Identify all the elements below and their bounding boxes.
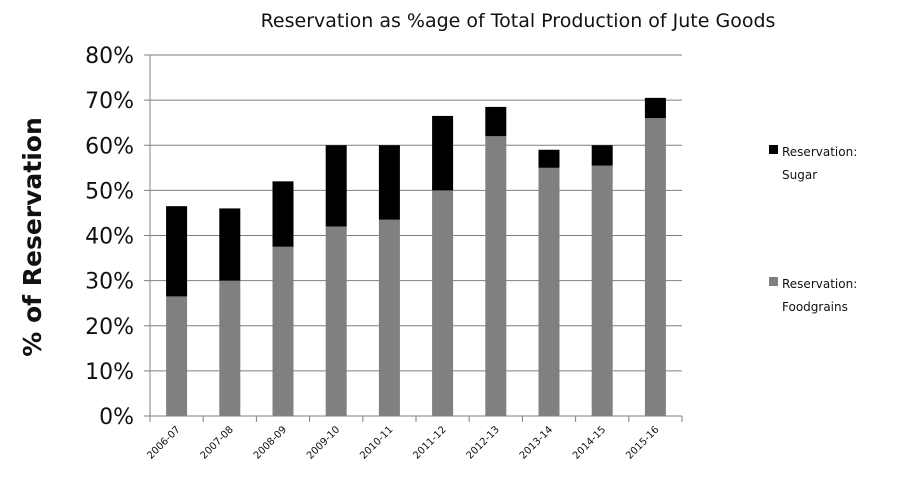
bar-segment [591,145,613,166]
bar-segment [166,206,188,297]
bar-segment [432,190,454,416]
x-tick-label: 2011-12 [411,424,448,461]
bar-segment [272,181,294,247]
bar-segment [432,115,454,191]
y-tick-label: 60% [85,134,134,159]
bar-segment [219,280,241,416]
bar-segment [219,208,241,281]
bar-segment [538,167,560,416]
y-tick-label: 70% [85,89,134,114]
x-tick-label: 2014-15 [571,424,608,461]
legend-label: Reservation: [782,277,857,291]
chart-title: Reservation as %age of Total Production … [261,10,776,32]
bar-segment [325,226,347,416]
bar-segment [378,145,400,220]
y-tick-labels: 0% 10% 20% 30% 40% 50% 60% 70% 80% [85,44,134,430]
bar-segment [591,165,613,416]
y-tick-label: 30% [85,270,134,295]
bars [166,97,666,417]
x-tick-label: 2007-08 [199,424,236,461]
bar-segment [166,296,188,416]
y-tick-label: 50% [85,179,134,204]
y-tick-label: 20% [85,315,134,340]
bar-segment [272,246,294,416]
bar-segment [325,145,347,227]
y-axis-label: % of Reservation [18,117,47,357]
bar-segment [538,149,560,168]
bar-segment [378,219,400,416]
bar-segment [644,118,666,417]
x-tick-label: 2015-16 [624,424,661,461]
x-tick-label: 2009-10 [305,424,342,461]
legend-label: Sugar [782,168,817,182]
legend-label: Foodgrains [782,300,848,314]
legend-swatch [769,145,778,154]
y-tick-label: 40% [85,225,134,250]
x-tick-labels: 2006-07 2007-08 2008-09 2009-10 2010-11 2011-… [145,424,661,461]
legend-label: Reservation: [782,145,857,159]
bar-segment [485,106,507,137]
y-tick-label: 80% [85,44,134,69]
bar-segment [485,136,507,416]
x-tick-label: 2006-07 [145,424,182,461]
y-tick-label: 0% [99,405,134,430]
x-tick-label: 2008-09 [252,424,289,461]
y-tick-label: 10% [85,360,134,385]
legend-swatch [769,277,778,286]
bar-segment [644,97,666,119]
x-tick-label: 2013-14 [518,424,555,461]
x-tick-label: 2012-13 [465,424,502,461]
x-tick-label: 2010-11 [358,424,395,461]
legend: Reservation: Sugar Reservation: Foodgrains [769,145,857,314]
